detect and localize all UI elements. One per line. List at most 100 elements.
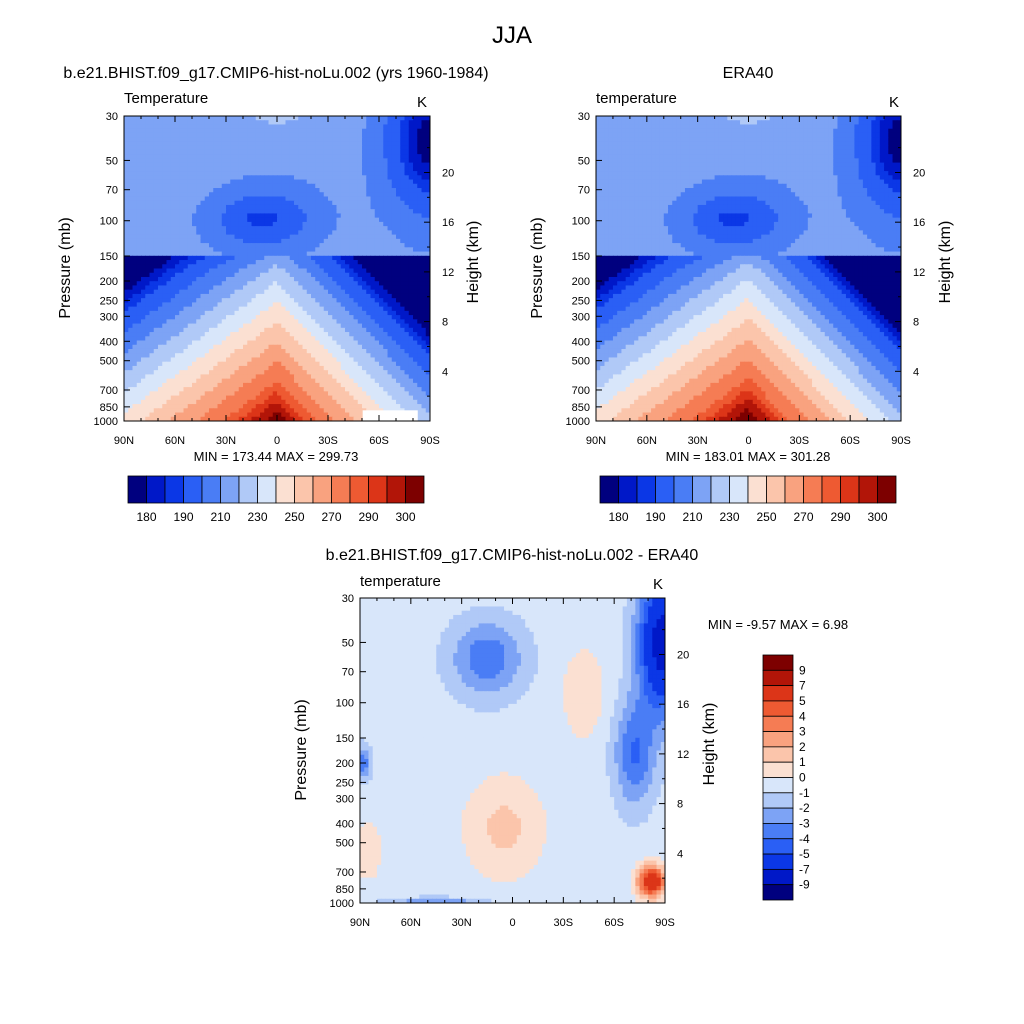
contour-cell	[251, 344, 257, 350]
contour-cell	[247, 192, 253, 198]
contour-cell	[200, 260, 206, 265]
contour-cell	[357, 166, 363, 172]
contour-cell	[209, 179, 214, 185]
contour-cell	[243, 141, 248, 147]
contour-cell	[247, 179, 253, 185]
contour-cell	[383, 264, 389, 270]
contour-cell	[243, 348, 248, 354]
contour-cell	[285, 374, 291, 380]
contour-cell	[289, 348, 295, 354]
contour-cell	[357, 255, 363, 261]
contour-cell	[306, 285, 312, 291]
contour-cell	[302, 158, 308, 164]
contour-cell	[315, 200, 321, 206]
contour-cell	[294, 357, 299, 363]
contour-cell	[281, 132, 287, 138]
contour-cell	[179, 310, 185, 316]
contour-cell	[247, 260, 253, 265]
contour-cell	[396, 145, 401, 151]
contour-cell	[179, 192, 185, 198]
contour-cell	[349, 272, 355, 278]
contour-cell	[200, 348, 206, 354]
contour-cell	[362, 200, 367, 206]
contour-cell	[357, 285, 363, 291]
contour-cell	[162, 361, 168, 367]
contour-cell	[362, 268, 367, 274]
contour-cell	[132, 344, 138, 350]
contour-cell	[251, 370, 257, 376]
contour-cell	[145, 204, 151, 210]
contour-cell	[264, 310, 270, 316]
contour-cell	[243, 183, 248, 189]
contour-cell	[413, 196, 418, 202]
contour-cell	[345, 340, 350, 346]
contour-cell	[306, 387, 312, 392]
contour-cell	[145, 391, 151, 397]
contour-cell	[153, 361, 159, 367]
contour-cell	[374, 382, 380, 388]
contour-cell	[132, 293, 138, 299]
contour-cell	[268, 243, 274, 248]
contour-cell	[366, 289, 372, 295]
contour-cell	[226, 298, 231, 303]
contour-cell	[323, 179, 329, 185]
contour-cell	[175, 353, 180, 359]
contour-cell	[217, 209, 223, 215]
contour-cell	[149, 391, 155, 397]
contour-cell	[345, 264, 350, 270]
contour-cell	[124, 408, 129, 414]
contour-cell	[200, 120, 206, 126]
contour-cell	[319, 188, 325, 193]
contour-cell	[196, 209, 202, 215]
contour-cell	[196, 217, 202, 223]
contour-cell	[170, 298, 176, 303]
contour-cell	[374, 399, 380, 405]
contour-cell	[281, 353, 287, 359]
contour-cell	[166, 132, 172, 138]
contour-cell	[328, 255, 333, 261]
contour-cell	[289, 378, 295, 384]
contour-cell	[391, 196, 397, 202]
contour-cell	[379, 145, 384, 151]
contour-cell	[132, 166, 138, 172]
contour-cell	[238, 370, 244, 376]
contour-cell	[230, 276, 236, 282]
contour-cell	[340, 353, 346, 359]
contour-cell	[255, 332, 261, 337]
contour-cell	[149, 154, 155, 159]
contour-cell	[196, 302, 202, 308]
contour-cell	[357, 336, 363, 342]
contour-cell	[170, 154, 176, 159]
contour-cell	[319, 247, 325, 253]
contour-cell	[289, 289, 295, 295]
contour-cell	[136, 374, 142, 380]
contour-cell	[128, 179, 134, 185]
contour-cell	[170, 192, 176, 198]
contour-cell	[374, 179, 380, 185]
contour-cell	[349, 374, 355, 380]
contour-cell	[124, 361, 129, 367]
contour-cell	[349, 192, 355, 198]
contour-cell	[387, 264, 393, 270]
contour-cell	[153, 357, 159, 363]
contour-cell	[315, 171, 321, 176]
contour-cell	[315, 116, 321, 121]
contour-cell	[268, 141, 274, 147]
contour-cell	[158, 382, 163, 388]
contour-cell	[175, 166, 180, 172]
contour-cell	[170, 336, 176, 342]
contour-cell	[238, 226, 244, 231]
contour-cell	[417, 264, 423, 270]
contour-cell	[302, 395, 308, 401]
contour-cell	[162, 162, 168, 168]
contour-cell	[234, 221, 240, 227]
contour-cell	[413, 154, 418, 159]
contour-cell	[247, 298, 253, 303]
contour-cell	[289, 128, 295, 134]
contour-cell	[425, 141, 430, 147]
contour-cell	[268, 132, 274, 138]
contour-cell	[204, 234, 210, 240]
contour-cell	[383, 226, 389, 231]
contour-cell	[196, 247, 202, 253]
contour-cell	[374, 340, 380, 346]
